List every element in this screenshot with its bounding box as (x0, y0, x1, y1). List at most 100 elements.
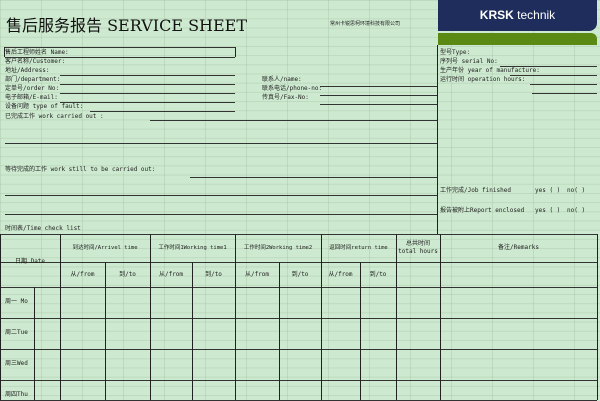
time-cell[interactable] (361, 288, 396, 318)
field-underline[interactable] (510, 75, 597, 76)
time-cell[interactable] (322, 288, 360, 318)
field-underline[interactable] (60, 75, 235, 76)
time-cell[interactable] (361, 381, 396, 400)
logo-green-bar (438, 33, 597, 45)
time-cell[interactable] (106, 288, 150, 318)
day-label: 周一 Mo (5, 298, 28, 305)
grid-line (0, 349, 597, 350)
from-header: 从/from (70, 271, 95, 278)
company-name: 常州卡锐思柯环境科技有限公司 (330, 21, 401, 27)
field-underline[interactable] (532, 93, 597, 94)
time-cell[interactable] (397, 288, 440, 318)
time-cell[interactable] (397, 350, 440, 380)
time-cell[interactable] (193, 350, 235, 380)
time-cell[interactable] (280, 381, 321, 400)
form-label: 已完成工作 work carried out : (5, 113, 104, 120)
time-cell[interactable] (236, 319, 279, 349)
field-underline[interactable] (60, 102, 235, 103)
to-header: 到/to (291, 271, 309, 278)
field-underline[interactable] (60, 93, 235, 94)
date-header: 日期 Date (14, 258, 46, 265)
field-underline[interactable] (5, 214, 437, 215)
time-cell[interactable] (441, 350, 597, 380)
field-underline[interactable] (5, 57, 235, 58)
field-underline[interactable] (60, 84, 235, 85)
field-underline[interactable] (320, 95, 437, 96)
form-label: 电子邮箱/E-mail: (5, 94, 58, 101)
form-label: 序列号 serial No: (440, 58, 498, 65)
time-cell[interactable] (361, 350, 396, 380)
time-cell[interactable] (361, 319, 396, 349)
form-label: 传真号/Fax-No: (262, 94, 309, 101)
time-cell[interactable] (236, 288, 279, 318)
time-cell[interactable] (106, 350, 150, 380)
time-cell[interactable] (193, 319, 235, 349)
to-header: 到/to (369, 271, 387, 278)
day-label: 周二Tue (5, 329, 28, 336)
grid-line (0, 380, 597, 381)
field-underline[interactable] (5, 47, 235, 48)
report-enclosed-label: 报告被附上Report enclosed (440, 207, 525, 214)
time-cell[interactable] (151, 381, 192, 400)
time-cell[interactable] (322, 350, 360, 380)
time-cell[interactable] (236, 350, 279, 380)
field-underline[interactable] (320, 104, 437, 105)
time-cell[interactable] (193, 288, 235, 318)
field-underline[interactable] (500, 66, 597, 67)
grid-line (0, 287, 597, 288)
grid-line (321, 234, 322, 400)
report-enclosed-yes[interactable]: yes ( ) (535, 207, 561, 214)
field-underline[interactable] (190, 177, 437, 178)
field-underline[interactable] (150, 120, 437, 121)
column-group-header: 返回时间return time (329, 245, 388, 251)
report-enclosed-no[interactable]: no( ) (567, 207, 586, 214)
time-cell[interactable] (280, 319, 321, 349)
time-cell[interactable] (151, 288, 192, 318)
field-underline[interactable] (5, 143, 437, 144)
time-cell[interactable] (106, 319, 150, 349)
time-cell[interactable] (236, 381, 279, 400)
grid-line (235, 234, 236, 400)
field-underline[interactable] (90, 111, 235, 112)
field-underline[interactable] (320, 86, 437, 87)
logo-bold: KRSK (479, 8, 514, 22)
grid-line (60, 234, 61, 400)
time-cell[interactable] (280, 288, 321, 318)
logo-light: technik (517, 8, 556, 22)
grid-line (150, 234, 151, 400)
time-cell[interactable] (151, 319, 192, 349)
from-header: 从/from (244, 271, 270, 278)
timesheet-title: 时间表/Time check list (5, 225, 81, 232)
form-label: 售后工程师姓名 Name: (5, 49, 69, 56)
job-finished-yes[interactable]: yes ( ) (535, 187, 561, 194)
logo: KRSK technik (438, 0, 597, 31)
form-label: 部门/department: (5, 76, 61, 83)
from-header: 从/from (158, 271, 184, 278)
divider (4, 47, 5, 57)
grid-line (0, 262, 597, 263)
grid-line (34, 287, 35, 400)
grid-line (597, 234, 598, 400)
time-cell[interactable] (151, 350, 192, 380)
grid-line (396, 234, 397, 400)
time-cell[interactable] (441, 288, 597, 318)
time-cell[interactable] (106, 381, 150, 400)
divider (437, 45, 438, 234)
time-cell[interactable] (397, 319, 440, 349)
form-label: 客户名称/Customer: (5, 58, 66, 65)
time-cell[interactable] (322, 319, 360, 349)
grid-line (440, 234, 441, 400)
time-cell[interactable] (441, 319, 597, 349)
job-finished-no[interactable]: no( ) (567, 187, 586, 194)
field-underline[interactable] (530, 84, 597, 85)
remarks-header: 备注/Remarks (498, 244, 539, 251)
time-cell[interactable] (441, 381, 597, 400)
time-cell[interactable] (280, 350, 321, 380)
time-cell[interactable] (322, 381, 360, 400)
grid-line (360, 262, 361, 400)
field-underline[interactable] (5, 195, 437, 196)
form-label: 型号Type: (440, 49, 471, 56)
time-cell[interactable] (193, 381, 235, 400)
time-cell[interactable] (397, 381, 440, 400)
column-group-header: 到达时间/Arrivel time (72, 245, 138, 251)
